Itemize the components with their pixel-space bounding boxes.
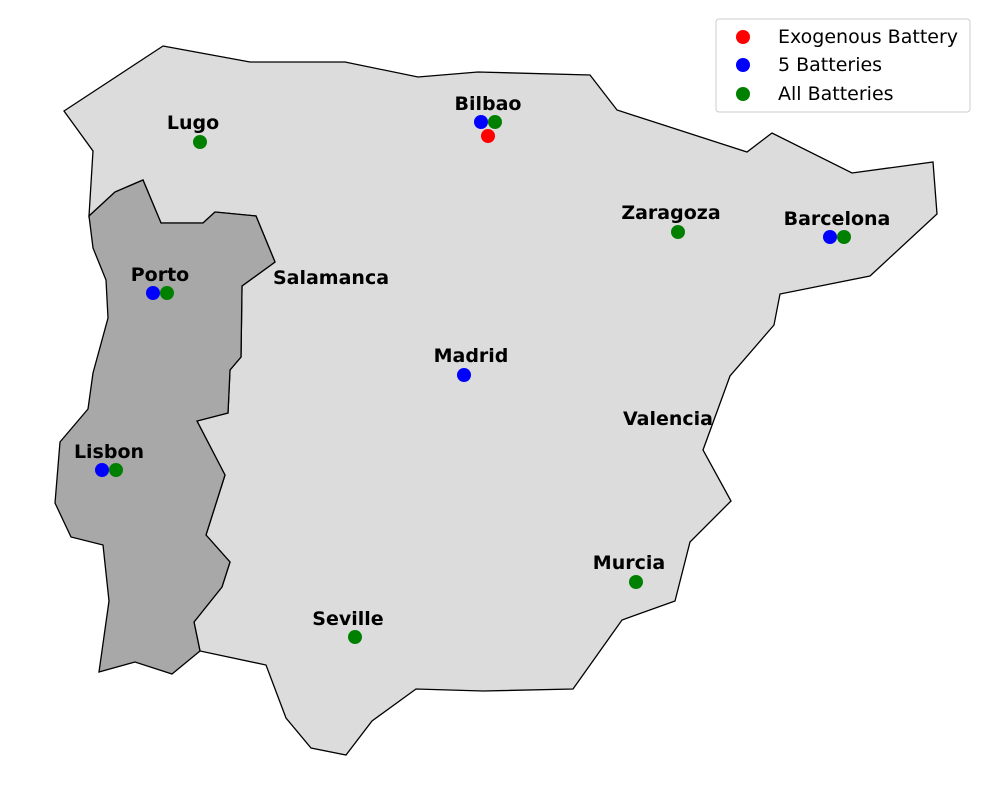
marker-bilbao-all: [488, 115, 502, 129]
marker-barcelona-all: [837, 230, 851, 244]
city-label-madrid: Madrid: [434, 345, 509, 367]
legend-swatch-exogenous: [736, 30, 750, 44]
city-label-lisbon: Lisbon: [74, 441, 144, 463]
city-label-lugo: Lugo: [167, 112, 219, 134]
city-label-valencia: Valencia: [623, 408, 713, 430]
legend: Exogenous Battery 5 Batteries All Batter…: [715, 18, 971, 113]
marker-lugo-all: [193, 135, 207, 149]
city-label-zaragoza: Zaragoza: [621, 202, 720, 224]
marker-bilbao-exogenous: [481, 129, 495, 143]
marker-lisbon-all: [109, 463, 123, 477]
marker-seville-all: [348, 630, 362, 644]
city-label-salamanca: Salamanca: [273, 267, 389, 289]
legend-label-five: 5 Batteries: [778, 54, 882, 76]
region-portugal: [54, 179, 276, 675]
legend-swatch-five: [736, 58, 750, 72]
city-label-porto: Porto: [131, 264, 189, 286]
legend-label-exogenous: Exogenous Battery: [778, 26, 958, 48]
marker-barcelona-five: [823, 230, 837, 244]
marker-porto-all: [160, 286, 174, 300]
city-label-murcia: Murcia: [593, 552, 665, 574]
marker-lisbon-five: [95, 463, 109, 477]
city-label-bilbao: Bilbao: [455, 93, 522, 115]
marker-madrid-five: [457, 368, 471, 382]
marker-porto-five: [146, 286, 160, 300]
marker-murcia-all: [629, 575, 643, 589]
legend-swatch-all: [736, 87, 750, 101]
marker-bilbao-five: [474, 115, 488, 129]
legend-box: [715, 18, 971, 113]
city-label-seville: Seville: [312, 608, 383, 630]
city-label-barcelona: Barcelona: [784, 208, 891, 230]
marker-zaragoza-all: [671, 225, 685, 239]
legend-label-all: All Batteries: [778, 83, 894, 105]
